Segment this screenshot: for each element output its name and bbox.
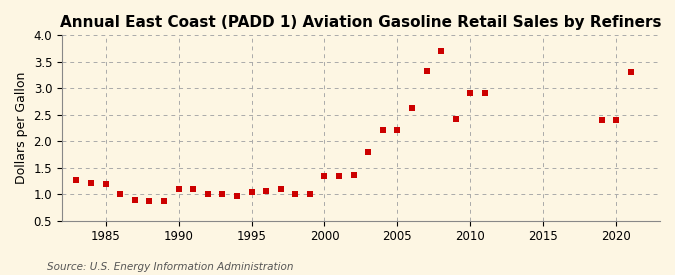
Point	[232, 194, 242, 198]
Point	[86, 180, 97, 185]
Text: Source: U.S. Energy Information Administration: Source: U.S. Energy Information Administ…	[47, 262, 294, 272]
Point	[465, 90, 476, 95]
Point	[71, 178, 82, 182]
Point	[173, 187, 184, 191]
Point	[144, 199, 155, 203]
Point	[290, 192, 300, 196]
Point	[304, 192, 315, 196]
Point	[421, 69, 432, 74]
Point	[202, 192, 213, 196]
Point	[130, 197, 140, 202]
Point	[406, 106, 417, 110]
Point	[261, 188, 271, 193]
Point	[159, 199, 169, 203]
Point	[626, 70, 637, 75]
Point	[348, 172, 359, 177]
Point	[246, 189, 257, 194]
Point	[611, 118, 622, 122]
Point	[596, 118, 607, 122]
Point	[479, 90, 490, 95]
Point	[101, 182, 111, 186]
Point	[275, 187, 286, 191]
Point	[450, 117, 461, 121]
Point	[392, 127, 403, 132]
Y-axis label: Dollars per Gallon: Dollars per Gallon	[15, 72, 28, 184]
Point	[188, 187, 198, 191]
Point	[217, 192, 227, 196]
Point	[377, 127, 388, 132]
Point	[333, 174, 344, 178]
Point	[436, 49, 447, 53]
Point	[319, 174, 330, 178]
Point	[363, 150, 374, 154]
Point	[115, 192, 126, 196]
Title: Annual East Coast (PADD 1) Aviation Gasoline Retail Sales by Refiners: Annual East Coast (PADD 1) Aviation Gaso…	[60, 15, 662, 30]
